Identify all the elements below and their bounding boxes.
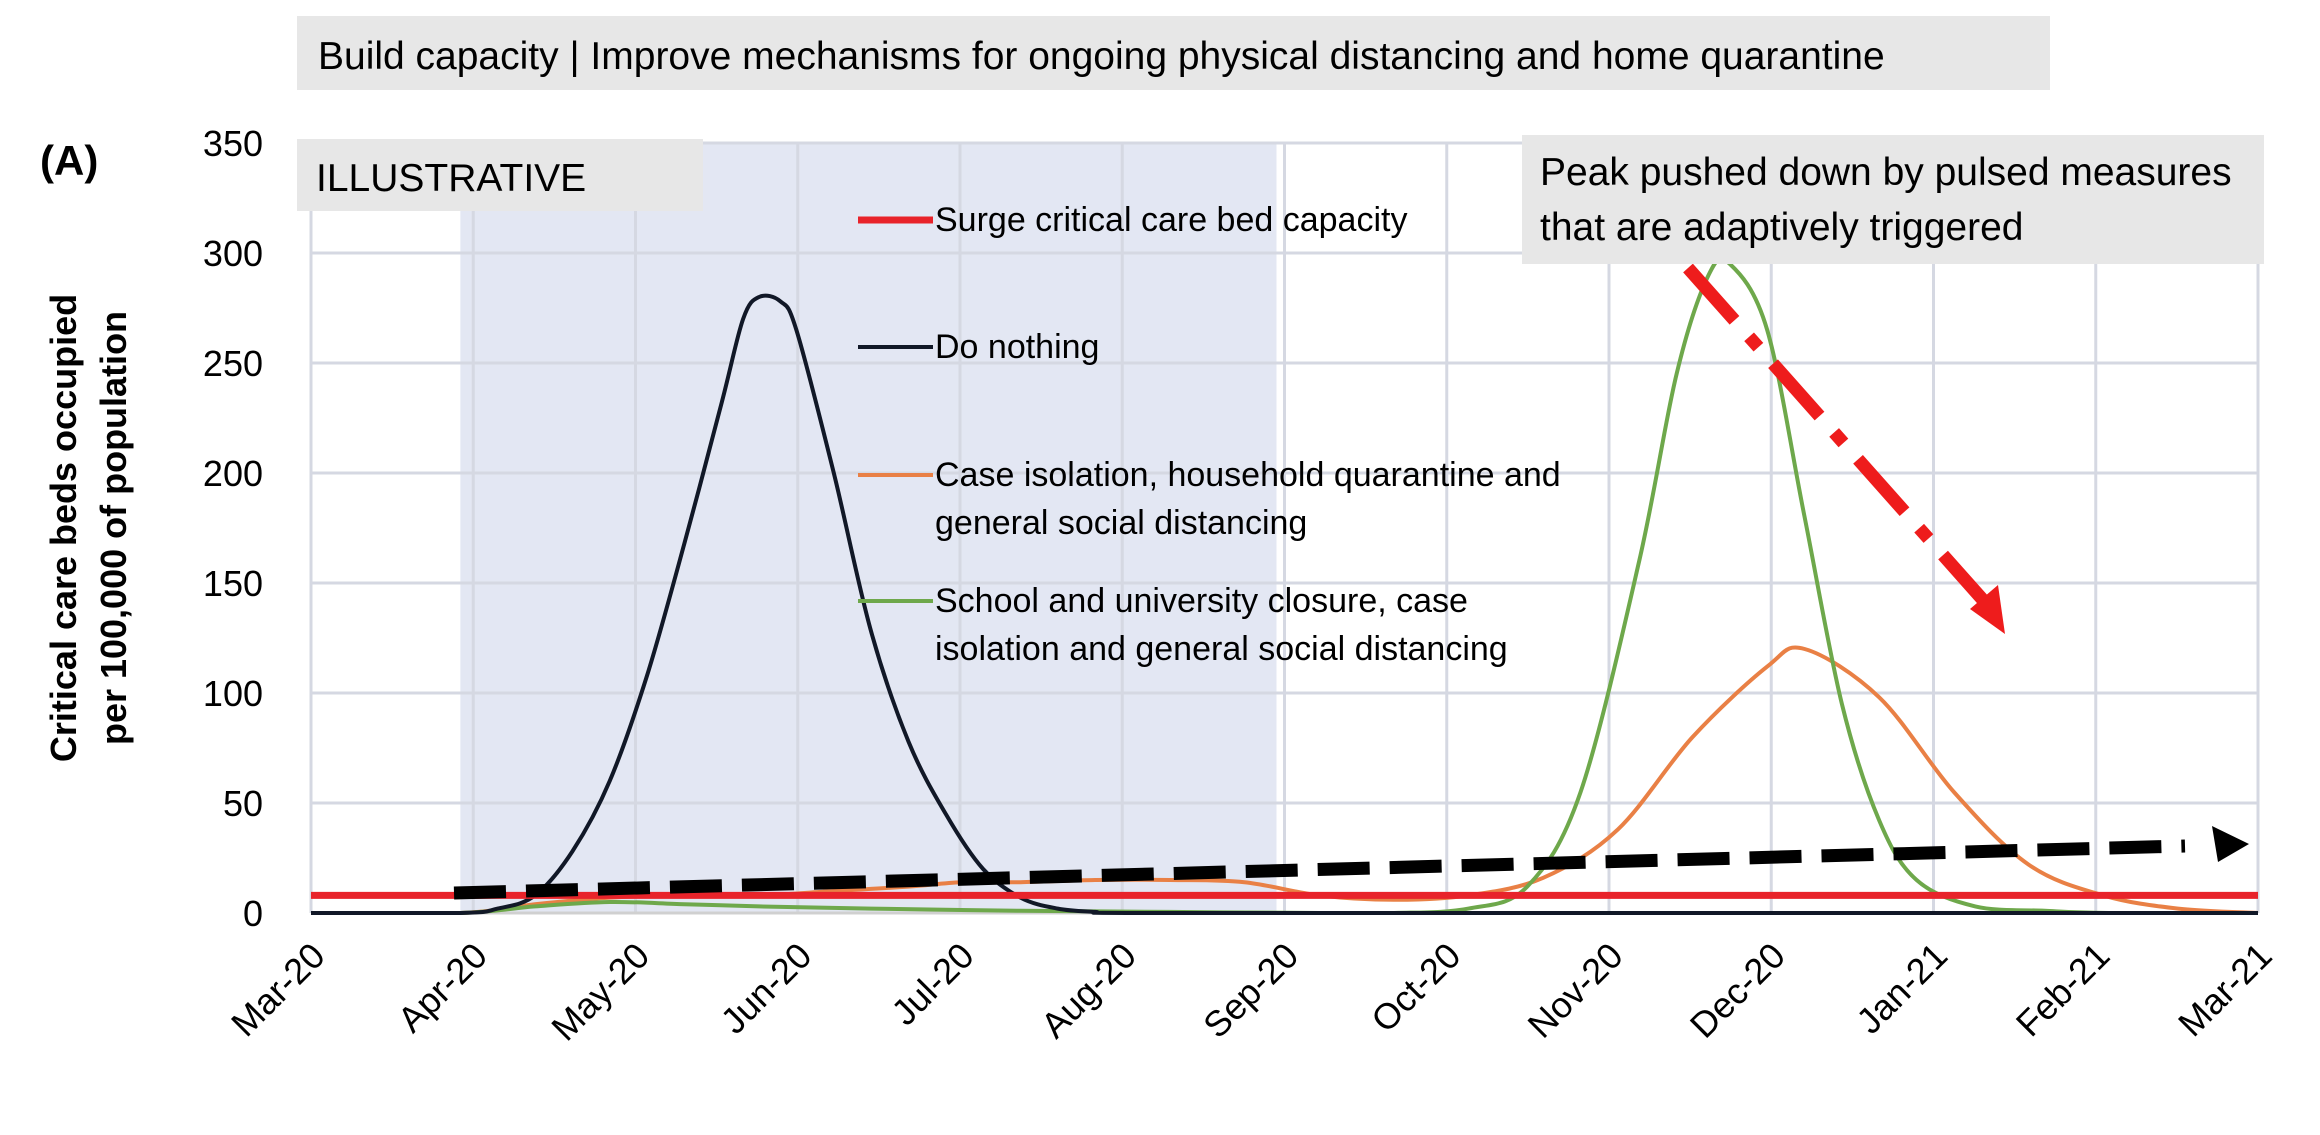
overlay-layer: Build capacity | Improve mechanisms for … bbox=[40, 16, 2264, 762]
x-tick-label: Apr-20 bbox=[390, 935, 495, 1040]
shaded-period-layer bbox=[460, 143, 1277, 913]
header-banner-text: Build capacity | Improve mechanisms for … bbox=[318, 35, 1885, 78]
y-tick-label: 0 bbox=[243, 893, 263, 934]
x-tick-label: Jul-20 bbox=[883, 935, 981, 1033]
x-tick-label: Jan-21 bbox=[1848, 935, 1955, 1042]
x-tick-label: May-20 bbox=[543, 935, 657, 1049]
x-tick-label: Mar-21 bbox=[2170, 935, 2280, 1045]
x-tick-label: Sep-20 bbox=[1195, 935, 1306, 1046]
legend-label: Case isolation, household quarantine and bbox=[935, 456, 1561, 494]
series-line-do-nothing bbox=[311, 293, 2258, 916]
y-tick-label: 200 bbox=[203, 453, 263, 494]
legend-layer: Surge critical care bed capacity Do nothi… bbox=[858, 201, 1561, 668]
y-tick-label: 350 bbox=[203, 123, 263, 164]
y-tick-label: 100 bbox=[203, 673, 263, 714]
peak-annotation-text: Peak pushed down by pulsed measures bbox=[1540, 151, 2232, 194]
panel-label: (A) bbox=[40, 137, 98, 184]
y-tick-label: 50 bbox=[223, 783, 263, 824]
legend-label: isolation and general social distancing bbox=[935, 630, 1508, 668]
x-tick-label: Mar-20 bbox=[223, 935, 333, 1045]
legend-label: Surge critical care bed capacity bbox=[935, 201, 1407, 239]
illustrative-tag-box bbox=[297, 139, 703, 211]
y-axis-title: Critical care beds occupied bbox=[43, 294, 84, 762]
red-peak-arrow-head bbox=[1970, 585, 2005, 634]
shaded-period bbox=[460, 143, 1277, 913]
legend-label: general social distancing bbox=[935, 504, 1307, 542]
red-peak-arrow-shaft bbox=[1683, 263, 1988, 605]
x-tick-label: Feb-21 bbox=[2008, 935, 2118, 1045]
header-banner-box bbox=[297, 16, 2050, 90]
y-tick-label: 300 bbox=[203, 233, 263, 274]
peak-annotation-box bbox=[1522, 135, 2264, 264]
legend-label: School and university closure, case bbox=[935, 582, 1468, 620]
grid-layer bbox=[309, 141, 2260, 915]
y-tick-label: 150 bbox=[203, 563, 263, 604]
x-tick-label: Aug-20 bbox=[1033, 935, 1144, 1046]
x-tick-label: Oct-20 bbox=[1363, 935, 1468, 1040]
series-line-school-closure bbox=[311, 256, 2258, 916]
y-axis-title: per 100,000 of population bbox=[93, 311, 134, 745]
dashed-trend-arrow-shaft bbox=[453, 839, 2186, 900]
peak-annotation-text: that are adaptively triggered bbox=[1540, 206, 2023, 249]
y-tick-label: 250 bbox=[203, 343, 263, 384]
x-tick-label: Jun-20 bbox=[713, 935, 820, 1042]
x-tick-label: Dec-20 bbox=[1682, 935, 1793, 1046]
illustrative-tag-text: ILLUSTRATIVE bbox=[316, 157, 586, 200]
dashed-trend-arrow-head bbox=[2212, 826, 2249, 862]
arrow-layer bbox=[453, 263, 2249, 900]
series-layer bbox=[311, 256, 2259, 916]
x-tick-label: Nov-20 bbox=[1520, 935, 1631, 1046]
legend-label: Do nothing bbox=[935, 328, 1099, 366]
